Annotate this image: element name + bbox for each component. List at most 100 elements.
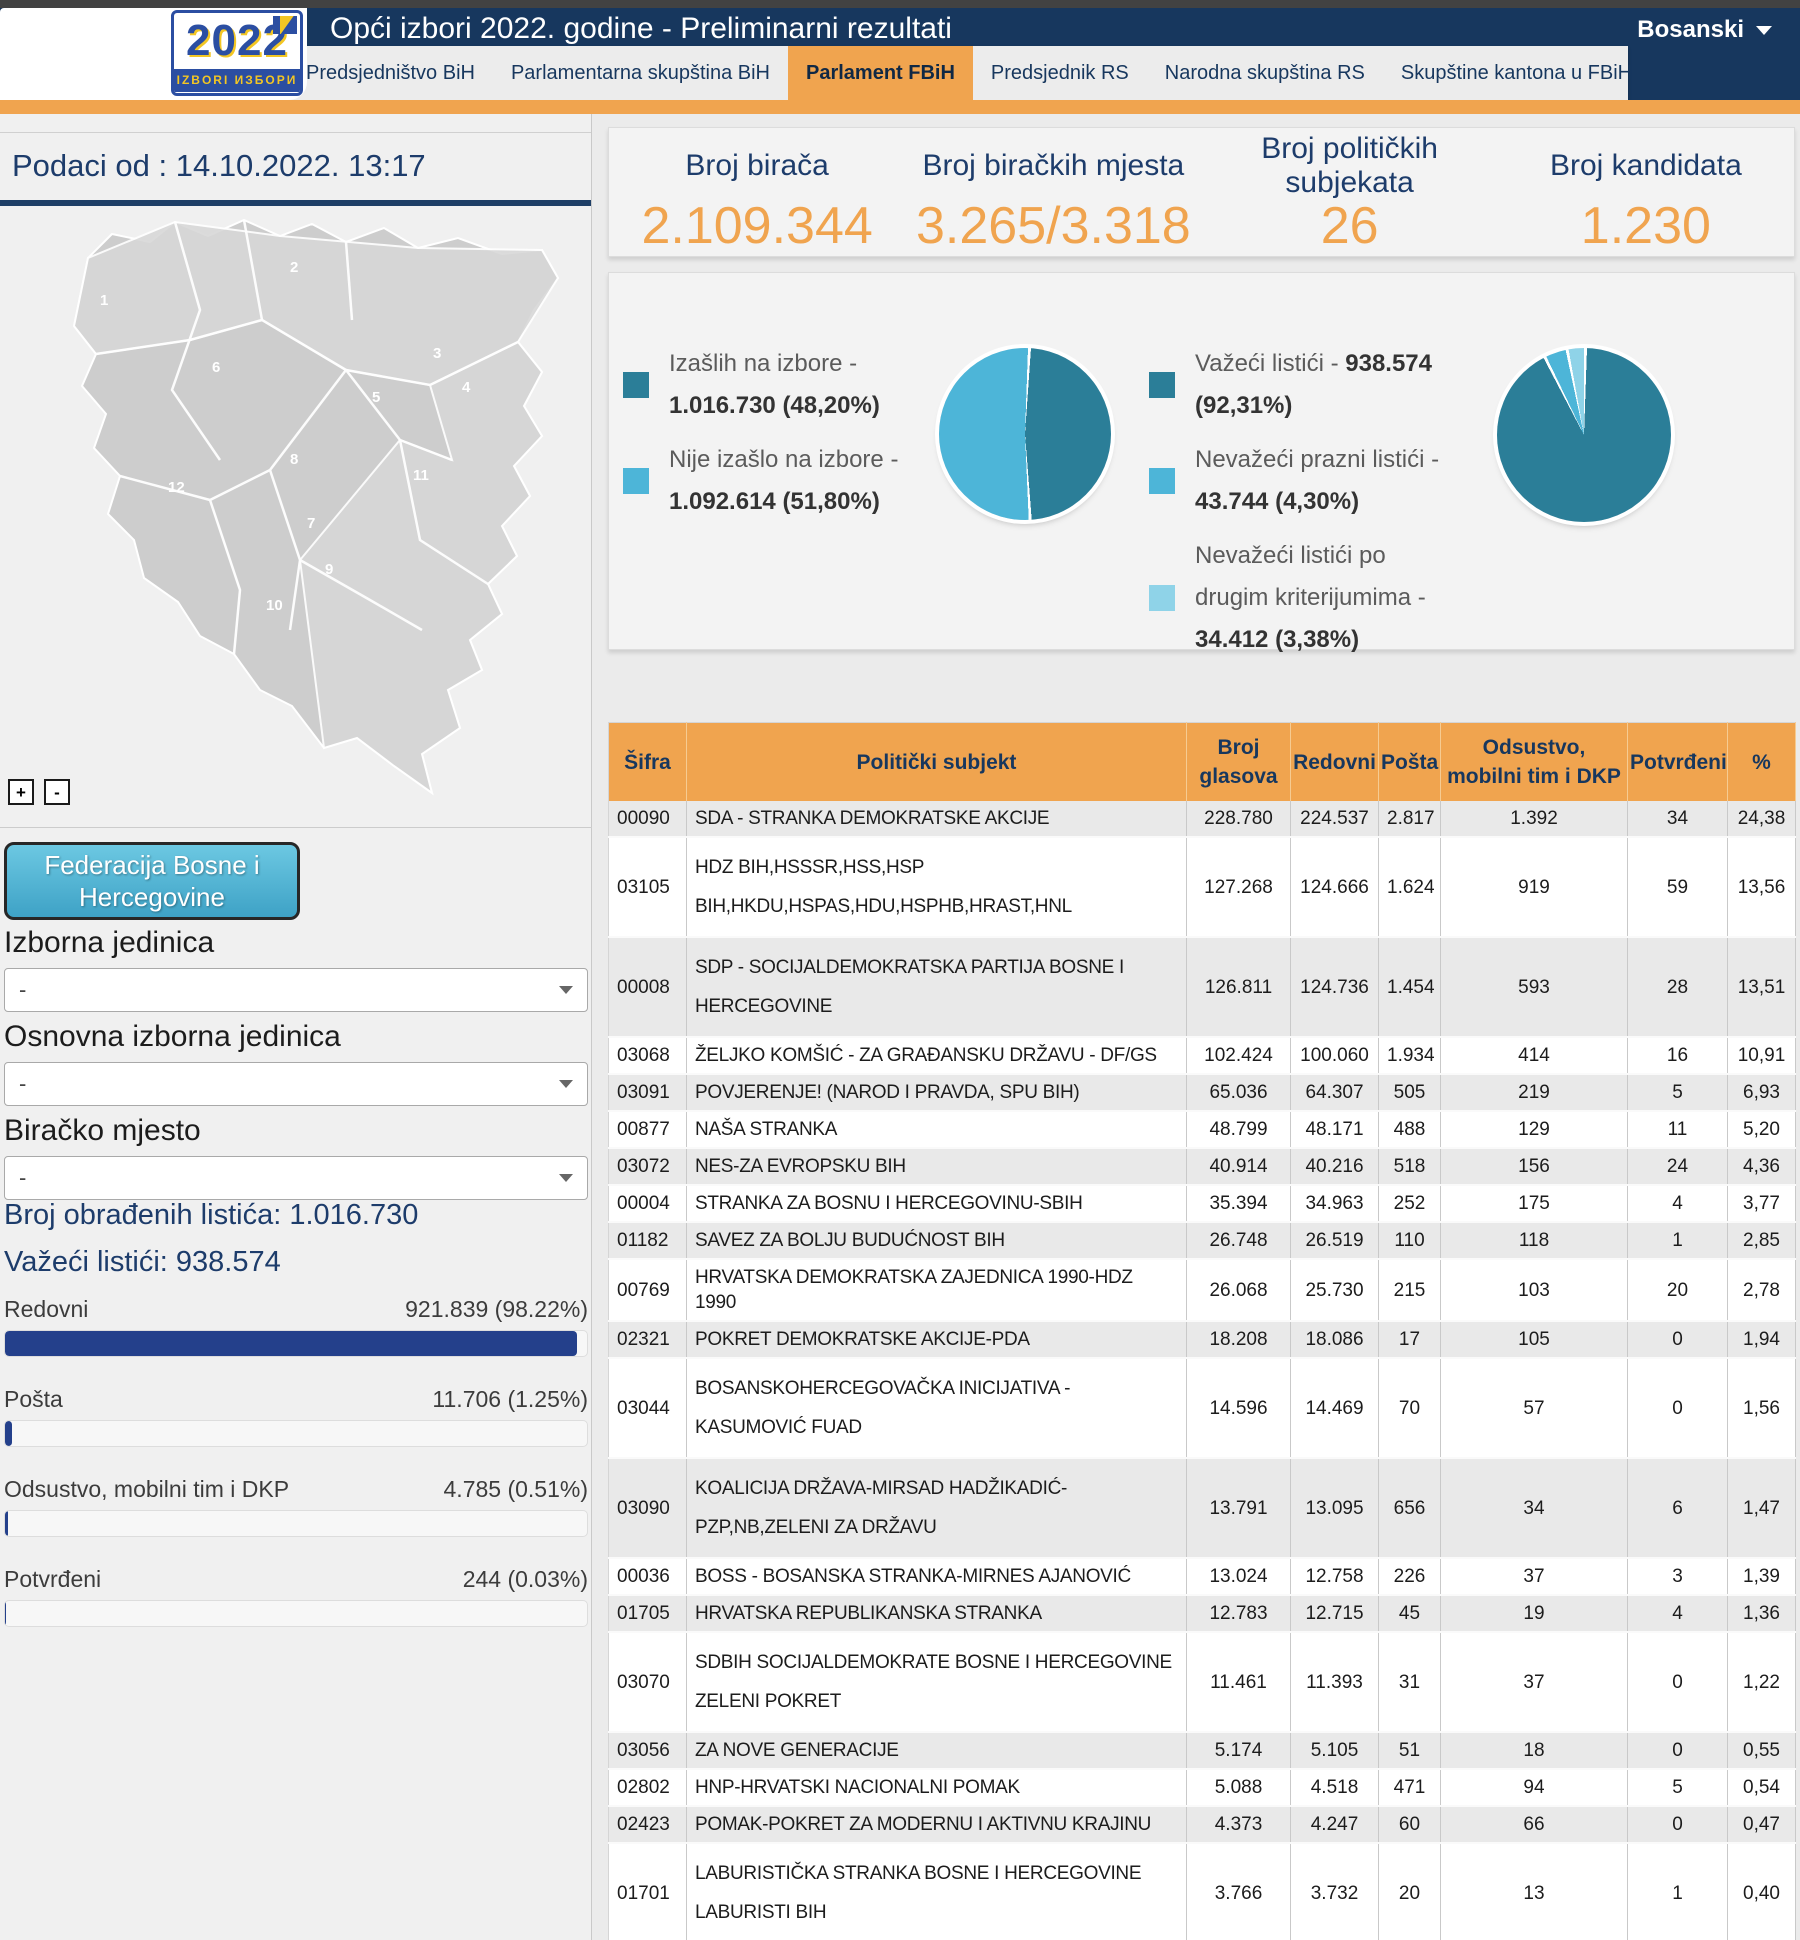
- cell-value: 1.392: [1440, 801, 1628, 838]
- tab-narodna-skup-tina-rs[interactable]: Narodna skupština RS: [1164, 61, 1365, 84]
- cell-value: 4: [1627, 1595, 1728, 1633]
- cell-value: 48.799: [1186, 1111, 1291, 1149]
- select-value: -: [19, 1165, 27, 1190]
- cell-value: 12.715: [1290, 1595, 1379, 1633]
- cell-value: 1,22: [1727, 1632, 1796, 1733]
- progress-track: [4, 1420, 588, 1447]
- cell-value: 129: [1440, 1111, 1628, 1149]
- results-table: Šifra Politički subjekt Broj glasova Redovn…: [608, 722, 1796, 1940]
- tab-predsjedni-tvo-bih[interactable]: Predsjedništvo BiH: [306, 61, 475, 84]
- cell-party: HDZ BIH,HSSSR,HSS,HSP BIH,HKDU,HSPAS,HDU…: [686, 837, 1187, 938]
- cell-value: 34: [1627, 801, 1728, 838]
- cell-value: 18: [1440, 1732, 1628, 1770]
- cell-party: LABURISTIČKA STRANKA BOSNE I HERCEGOVINE…: [686, 1843, 1187, 1940]
- filter-label-izborna-jedinica: Izborna jedinica: [4, 926, 215, 959]
- legend-swatch-icon: [623, 372, 649, 398]
- cell-value: 110: [1378, 1222, 1441, 1260]
- cell-value: 57: [1440, 1358, 1628, 1459]
- map-region-number: 12: [168, 479, 185, 496]
- cell-value: 226: [1378, 1558, 1441, 1596]
- cell-value: 26.068: [1186, 1259, 1291, 1322]
- cell-value: 40.914: [1186, 1148, 1291, 1186]
- elections-2022-logo: 2022 IZBORI ИЗБОРИ: [171, 10, 303, 96]
- cell-value: 471: [1378, 1769, 1441, 1807]
- tab-skup-tine-kantona-u-fbih[interactable]: Skupštine kantona u FBiH: [1400, 61, 1633, 84]
- progress-fill: [5, 1331, 577, 1356]
- stat-value: 26: [1320, 197, 1379, 255]
- stat-block: Broj birača 2.109.344: [609, 128, 905, 256]
- select-izborna-jedinica[interactable]: -: [4, 968, 588, 1012]
- cell-value: 48.171: [1290, 1111, 1379, 1149]
- cell-value: 35.394: [1186, 1185, 1291, 1223]
- cell-code: 03056: [608, 1732, 687, 1770]
- cell-value: 4: [1627, 1185, 1728, 1223]
- cell-value: 656: [1378, 1458, 1441, 1559]
- column-header: Šifra: [608, 722, 687, 801]
- column-header: Odsustvo, mobilni tim i DKP: [1440, 722, 1628, 801]
- cell-value: 65.036: [1186, 1074, 1291, 1112]
- filter-label-osnovna-izborna-jedinica: Osnovna izborna jedinica: [4, 1020, 341, 1053]
- stat-value: 1.230: [1580, 197, 1711, 255]
- cell-value: 124.666: [1290, 837, 1379, 938]
- summary-stats: Broj birača 2.109.344 Broj biračkih mjesta…: [608, 127, 1795, 257]
- cell-value: 60: [1378, 1806, 1441, 1844]
- table-row: 03090 KOALICIJA DRŽAVA-MIRSAD HADŽIKADIĆ-…: [608, 1458, 1796, 1559]
- cell-party: HRVATSKA DEMOKRATSKA ZAJEDNICA 1990-HDZ …: [686, 1259, 1187, 1322]
- cell-value: 1: [1627, 1222, 1728, 1260]
- cell-value: 51: [1378, 1732, 1441, 1770]
- sidebar: Podaci od : 14.10.2022. 13:17: [0, 114, 592, 1940]
- cell-code: 00004: [608, 1185, 687, 1223]
- ballot-bar: Odsustvo, mobilni tim i DKP 4.785 (0.51%): [4, 1476, 588, 1537]
- entity-button[interactable]: Federacija Bosne i Hercegovine: [4, 842, 300, 920]
- ballot-bar: Potvrđeni 244 (0.03%): [4, 1566, 588, 1627]
- progress-fill: [5, 1421, 13, 1446]
- stat-label: Broj biračkih mjesta: [922, 149, 1185, 182]
- legend-swatch-icon: [1149, 585, 1175, 611]
- cell-value: 3.732: [1290, 1843, 1379, 1940]
- chevron-down-icon: [559, 1080, 573, 1088]
- data-timestamp: Podaci od : 14.10.2022. 13:17: [0, 132, 591, 206]
- cell-party: NES-ZA EVROPSKU BIH: [686, 1148, 1187, 1186]
- cell-party: STRANKA ZA BOSNU I HERCEGOVINU-SBIH: [686, 1185, 1187, 1223]
- table-row: 00769 HRVATSKA DEMOKRATSKA ZAJEDNICA 1990…: [608, 1259, 1796, 1322]
- column-header: Redovni: [1290, 722, 1379, 801]
- table-row: 03070 SDBIH SOCIJALDEMOKRATE BOSNE I HERC…: [608, 1632, 1796, 1733]
- cell-value: 37: [1440, 1558, 1628, 1596]
- header-right-block: [1628, 8, 1800, 100]
- cell-value: 13.791: [1186, 1458, 1291, 1559]
- select-biracko-mjesto[interactable]: -: [4, 1156, 588, 1200]
- map-zoom-out-button[interactable]: -: [44, 779, 70, 805]
- cell-value: 11.393: [1290, 1632, 1379, 1733]
- cell-value: 10,91: [1727, 1037, 1796, 1075]
- cell-value: 37: [1440, 1632, 1628, 1733]
- tab-parlamentarna-skup-tina-bih[interactable]: Parlamentarna skupština BiH: [510, 61, 770, 84]
- language-selector[interactable]: Bosanski: [1637, 16, 1772, 44]
- cell-value: 11.461: [1186, 1632, 1291, 1733]
- cell-value: 12.783: [1186, 1595, 1291, 1633]
- cell-value: 156: [1440, 1148, 1628, 1186]
- table-row: 00877 NAŠA STRANKA 48.799 48.171 488 129 11 5,2…: [608, 1111, 1796, 1149]
- cell-value: 0: [1627, 1632, 1728, 1733]
- map-bosnia[interactable]: 1 2 3 4 5 6 7 8 9 10 11 12 + -: [0, 210, 592, 828]
- logo[interactable]: 2022 IZBORI ИЗБОРИ: [0, 8, 307, 100]
- cell-value: 45: [1378, 1595, 1441, 1633]
- bar-value: 244 (0.03%): [462, 1566, 588, 1592]
- cell-party: POKRET DEMOKRATSKE AKCIJE-PDA: [686, 1321, 1187, 1359]
- cell-value: 5: [1627, 1074, 1728, 1112]
- cell-value: 1.624: [1378, 837, 1441, 938]
- ballot-validity-legend: Važeći listići - 938.574 (92,31%) Nevažeć…: [1149, 343, 1451, 673]
- cell-value: 4.247: [1290, 1806, 1379, 1844]
- cell-value: 224.537: [1290, 801, 1379, 838]
- tab-parlament-fbih[interactable]: Parlament FBiH: [787, 46, 973, 100]
- map-zoom-in-button[interactable]: +: [8, 779, 34, 805]
- filter-group: Osnovna izborna jedinica -: [4, 1020, 588, 1106]
- cell-value: 4,36: [1727, 1148, 1796, 1186]
- table-row: 00008 SDP - SOCIJALDEMOKRATSKA PARTIJA BO…: [608, 937, 1796, 1038]
- cell-value: 5.174: [1186, 1732, 1291, 1770]
- cell-value: 2.817: [1378, 801, 1441, 838]
- cell-value: 14.469: [1290, 1358, 1379, 1459]
- select-osnovna-izborna-jedinica[interactable]: -: [4, 1062, 588, 1106]
- tab-predsjednik-rs[interactable]: Predsjednik RS: [990, 61, 1129, 84]
- map-region-number: 8: [290, 451, 298, 468]
- cell-value: 0: [1627, 1732, 1728, 1770]
